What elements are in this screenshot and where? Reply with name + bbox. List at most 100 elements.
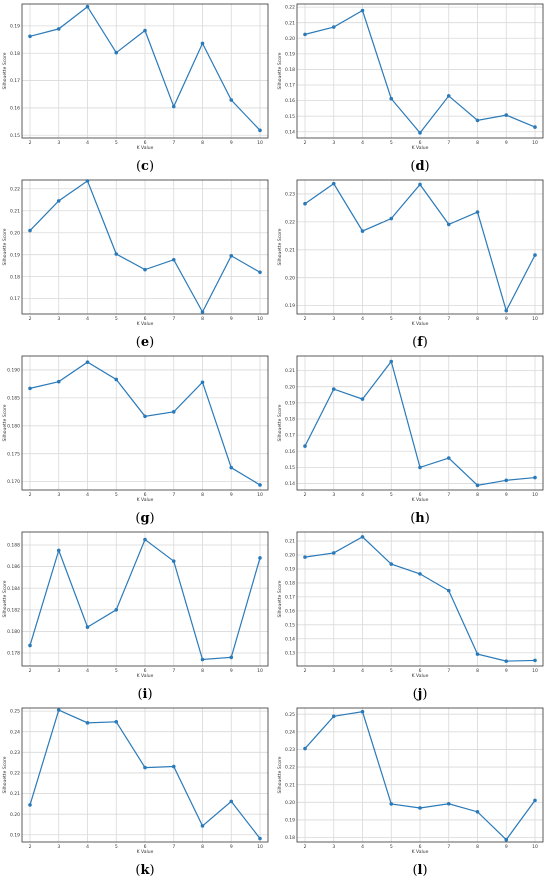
chart-panel: 0.18 0.19 0.20 0.21 0.22 0.23 0.24 0.25 2 3 4 5 6 7 8 9…: [275, 704, 550, 880]
y-tick-label: 0.21: [285, 247, 295, 253]
plot-frame: [296, 531, 544, 667]
y-tick-label: 0.15: [285, 622, 295, 628]
data-point: [389, 562, 394, 566]
x-tick-label: 3: [57, 844, 60, 850]
y-tick-label: 0.178: [7, 651, 20, 657]
x-tick-label: 6: [144, 492, 147, 498]
data-point: [258, 483, 262, 487]
y-tick-label: 0.17: [285, 433, 295, 439]
data-point: [504, 113, 509, 117]
x-tick-label: 2: [29, 140, 32, 146]
x-tick-label: 4: [86, 844, 89, 850]
data-point: [533, 658, 537, 663]
y-tick-label: 0.21: [10, 791, 20, 797]
data-point: [114, 608, 119, 612]
x-tick-label: 3: [332, 844, 335, 850]
y-tick-label: 0.23: [285, 747, 295, 753]
y-axis-label: Silhouette Score: [277, 52, 283, 89]
x-tick-label: 6: [144, 316, 147, 322]
y-axis-label: Silhouette Score: [2, 756, 8, 793]
x-tick-label: 4: [86, 492, 89, 498]
x-axis-label: K Value: [137, 849, 154, 855]
data-point: [28, 643, 32, 648]
data-point: [303, 746, 307, 751]
y-tick-label: 0.16: [285, 98, 295, 104]
data-point: [200, 380, 205, 385]
y-axis-label: Silhouette Score: [277, 580, 283, 617]
data-point: [533, 253, 537, 257]
y-tick-label: 0.15: [285, 465, 295, 471]
x-tick-label: 10: [532, 492, 538, 498]
data-point: [504, 478, 509, 483]
x-tick-label: 6: [419, 668, 422, 674]
line-chart: 0.18 0.19 0.20 0.21 0.22 0.23 0.24 0.25 2 3 4 5 6 7 8 9…: [277, 707, 544, 878]
data-point: [85, 4, 90, 9]
x-tick-label: 4: [361, 316, 364, 322]
y-tick-label: 0.22: [285, 5, 295, 11]
x-tick-label: 4: [86, 316, 89, 322]
data-point: [171, 559, 176, 563]
data-point: [418, 806, 422, 810]
x-tick-label: 5: [390, 316, 393, 322]
plot-frame: [21, 355, 269, 491]
chart-panel: 0.19 0.20 0.21 0.22 0.23 2 3 4 5 6 7 8 9 10 K Value Sil…: [275, 176, 550, 352]
panel-caption: (l): [412, 863, 427, 878]
x-tick-label: 10: [257, 316, 263, 322]
data-point: [143, 537, 147, 542]
y-tick-label: 0.185: [7, 395, 20, 401]
x-tick-label: 9: [230, 492, 233, 498]
data-point: [418, 572, 422, 576]
x-tick-label: 8: [201, 668, 204, 674]
panel-caption: (f): [412, 335, 428, 350]
plot-frame: [21, 531, 269, 667]
data-point: [229, 799, 234, 804]
data-point: [360, 229, 365, 233]
x-tick-label: 5: [115, 316, 118, 322]
data-point: [389, 216, 394, 221]
y-tick-label: 0.19: [285, 400, 295, 406]
y-tick-label: 0.14: [285, 636, 295, 642]
data-point: [360, 709, 365, 714]
x-tick-label: 3: [57, 668, 60, 674]
data-point: [171, 410, 176, 414]
data-point: [331, 181, 336, 186]
y-axis-label: Silhouette Score: [2, 228, 8, 265]
data-point: [143, 28, 147, 33]
y-tick-label: 0.186: [7, 564, 20, 570]
x-tick-label: 2: [304, 668, 307, 674]
x-tick-label: 6: [419, 316, 422, 322]
data-point: [533, 475, 537, 480]
y-tick-label: 0.20: [285, 800, 295, 806]
x-tick-label: 8: [201, 140, 204, 146]
y-tick-label: 0.17: [285, 595, 295, 601]
y-tick-label: 0.21: [285, 368, 295, 374]
data-point: [504, 837, 509, 842]
y-tick-label: 0.19: [285, 818, 295, 824]
x-axis-label: K Value: [412, 321, 429, 327]
x-tick-label: 10: [532, 316, 538, 322]
data-point: [418, 131, 422, 135]
x-tick-label: 9: [505, 492, 508, 498]
x-axis-label: K Value: [137, 673, 154, 679]
y-tick-label: 0.180: [7, 423, 20, 429]
data-point: [475, 810, 480, 814]
x-tick-label: 7: [447, 668, 450, 674]
chart-panel: 0.15 0.16 0.17 0.18 0.19 2 3 4 5 6 7 8 9 10 K Value Sil…: [0, 0, 275, 176]
y-tick-label: 0.175: [7, 451, 20, 457]
x-tick-label: 3: [332, 316, 335, 322]
plot-frame: [296, 179, 544, 315]
x-tick-label: 3: [332, 668, 335, 674]
x-tick-label: 10: [257, 668, 263, 674]
y-tick-label: 0.21: [285, 782, 295, 788]
y-tick-label: 0.18: [285, 67, 295, 73]
data-point: [258, 270, 262, 275]
x-axis-label: K Value: [137, 321, 154, 327]
data-point: [229, 253, 234, 258]
x-tick-label: 2: [29, 668, 32, 674]
y-tick-label: 0.25: [285, 712, 295, 718]
data-point: [114, 252, 119, 256]
data-point: [143, 267, 147, 272]
data-point: [114, 377, 119, 382]
y-tick-label: 0.22: [285, 765, 295, 771]
line-chart: 0.13 0.14 0.15 0.16 0.17 0.18 0.19 0.20 0.21 2 3 4 5…: [277, 531, 544, 702]
